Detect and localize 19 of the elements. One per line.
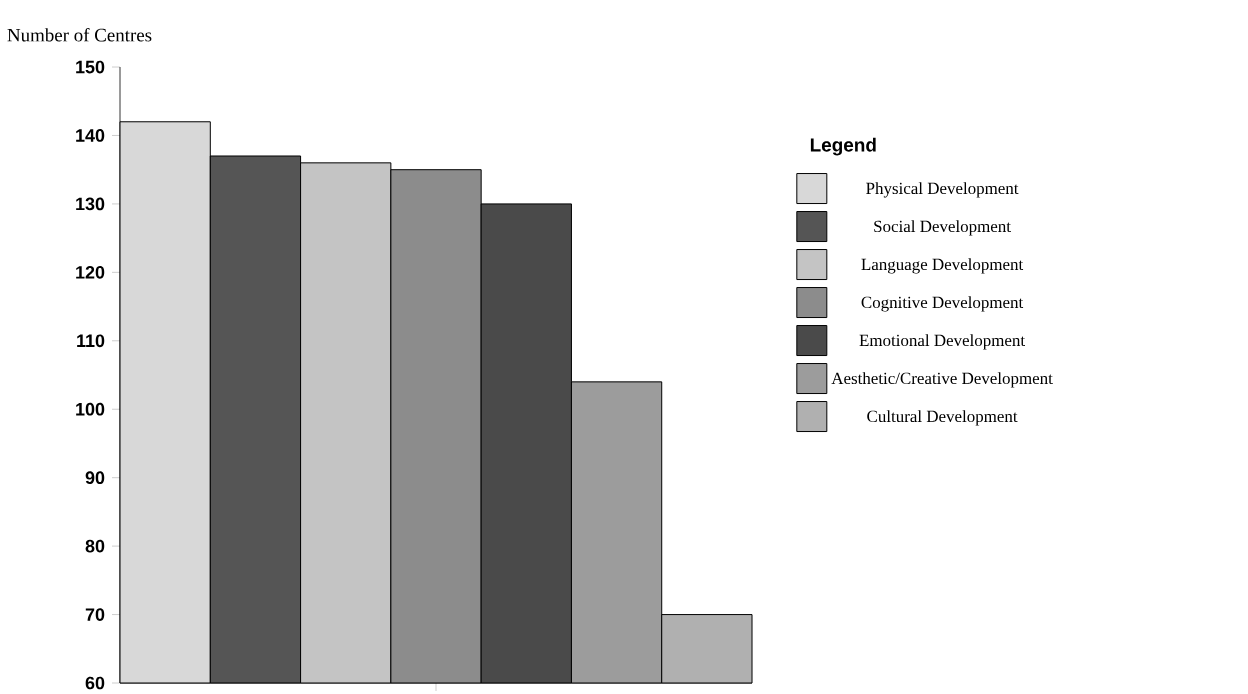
y-tick-label: 80 [85, 539, 105, 553]
legend-label: Emotional Development [859, 334, 1025, 350]
legend-title: Legend [810, 137, 876, 156]
y-axis-title: Number of Centres [7, 27, 152, 42]
legend-label: Physical Development [866, 182, 1019, 198]
y-tick-label: 60 [85, 676, 105, 690]
text: Social Development [874, 220, 1011, 236]
y-tick-label: 90 [85, 471, 105, 485]
y-tick-label: 100 [76, 402, 105, 416]
y-tick-label: 120 [76, 265, 105, 279]
y-tick-label: 130 [76, 197, 105, 211]
y-tick-label: 140 [76, 129, 105, 142]
legend-label: Aesthetic/Creative Development [831, 372, 1053, 388]
legend-label: Cognitive Development [861, 296, 1024, 312]
y-tick-label: 150 [76, 60, 105, 74]
y-tick-label: 110 [77, 334, 105, 348]
legend-label: Cultural Development [867, 410, 1018, 426]
legend-label: Language Development [861, 258, 1024, 274]
y-tick-label: 70 [85, 608, 105, 621]
